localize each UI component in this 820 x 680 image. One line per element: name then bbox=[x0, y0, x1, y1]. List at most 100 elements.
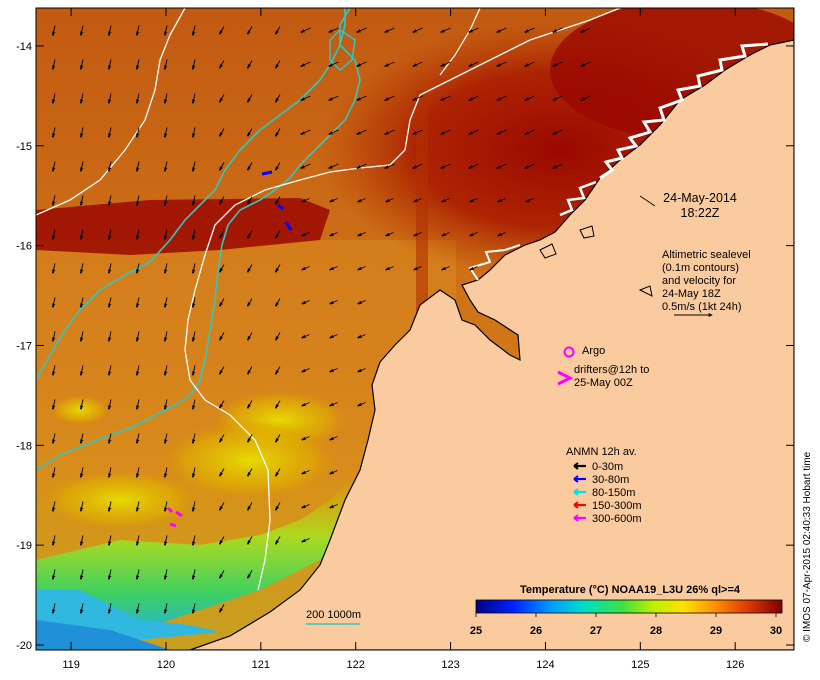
velocity-arrow bbox=[219, 196, 225, 205]
velocity-arrow-head bbox=[108, 373, 110, 376]
anmn-legend-label: 30-80m bbox=[592, 474, 629, 486]
velocity-arrow-head bbox=[80, 577, 82, 580]
colorbar bbox=[475, 599, 783, 614]
velocity-arrow-head bbox=[356, 99, 359, 101]
velocity-arrow-head bbox=[496, 99, 499, 101]
velocity-arrow bbox=[191, 467, 196, 478]
velocity-arrow bbox=[51, 195, 56, 206]
lat-tick-label: -17 bbox=[16, 340, 32, 352]
colorbar-tick-label: 29 bbox=[710, 625, 722, 637]
velocity-arrow bbox=[107, 25, 112, 36]
velocity-arrow-head bbox=[192, 169, 194, 172]
velocity-arrow bbox=[468, 61, 479, 67]
velocity-arrow-head bbox=[301, 370, 304, 373]
velocity-arrow bbox=[79, 161, 84, 172]
velocity-arrow bbox=[79, 25, 84, 36]
velocity-arrow-head bbox=[440, 31, 443, 33]
velocity-arrow bbox=[191, 127, 196, 138]
velocity-arrow-head bbox=[136, 475, 138, 478]
velocity-arrow-head bbox=[219, 32, 221, 35]
velocity-arrow-head bbox=[275, 474, 277, 477]
velocity-arrow-head bbox=[301, 506, 304, 509]
velocity-arrow-head bbox=[441, 200, 444, 203]
velocity-arrow-head bbox=[52, 441, 54, 444]
velocity-arrow-head bbox=[108, 169, 110, 172]
velocity-arrow bbox=[219, 332, 225, 341]
velocity-arrow bbox=[163, 263, 168, 274]
velocity-arrow-head bbox=[524, 99, 527, 101]
velocity-arrow bbox=[79, 195, 84, 206]
velocity-arrow bbox=[357, 266, 366, 270]
colorbar-tick-label: 30 bbox=[770, 625, 782, 637]
velocity-arrow bbox=[79, 229, 84, 240]
velocity-arrow bbox=[357, 402, 366, 406]
velocity-arrow bbox=[79, 433, 84, 444]
velocity-arrow bbox=[301, 470, 310, 474]
velocity-arrow bbox=[247, 298, 253, 307]
velocity-arrow bbox=[247, 400, 253, 409]
lon-tick-label: 121 bbox=[252, 659, 270, 671]
latitude-axis: -14 -15 -16 -17 -18 -19 -20 bbox=[16, 41, 794, 652]
velocity-arrow-head bbox=[384, 133, 387, 135]
velocity-arrow bbox=[135, 467, 140, 478]
velocity-arrow-head bbox=[219, 168, 221, 171]
velocity-arrow-head bbox=[552, 133, 555, 135]
velocity-arrow bbox=[191, 25, 196, 36]
velocity-arrow-head bbox=[52, 271, 54, 274]
velocity-arrow bbox=[219, 162, 225, 171]
lon-tick-label: 124 bbox=[536, 659, 554, 671]
velocity-arrow bbox=[135, 501, 140, 512]
velocity-arrow bbox=[468, 27, 479, 33]
velocity-arrow bbox=[357, 368, 366, 372]
velocity-arrow bbox=[163, 331, 168, 342]
velocity-arrow-head bbox=[469, 234, 472, 237]
velocity-arrow-head bbox=[108, 611, 110, 614]
velocity-arrow bbox=[135, 127, 140, 138]
credit-text: © IMOS 07-Apr-2015 02:40:33 Hobart time bbox=[802, 451, 813, 642]
velocity-arrow bbox=[79, 501, 84, 512]
velocity-arrow-head bbox=[80, 611, 82, 614]
velocity-arrow-head bbox=[136, 577, 138, 580]
velocity-arrow bbox=[385, 266, 394, 270]
anmn-mooring-markers bbox=[166, 170, 293, 528]
velocity-arrow-head bbox=[164, 237, 166, 240]
velocity-arrow-head bbox=[247, 32, 249, 35]
velocity-arrow-head bbox=[301, 438, 304, 441]
velocity-arrow bbox=[247, 26, 253, 35]
drifters-line-2: 25-May 00Z bbox=[574, 377, 633, 389]
velocity-arrow bbox=[300, 129, 311, 135]
velocity-arrow bbox=[329, 470, 338, 474]
velocity-arrow bbox=[79, 331, 84, 342]
velocity-arrow bbox=[441, 232, 450, 236]
velocity-arrow bbox=[496, 61, 507, 67]
velocity-arrow bbox=[301, 300, 310, 304]
velocity-arrow bbox=[384, 129, 395, 135]
velocity-arrow bbox=[219, 536, 225, 545]
velocity-arrow-head bbox=[192, 237, 194, 240]
velocity-arrow bbox=[275, 536, 281, 545]
argo-marker bbox=[563, 346, 575, 358]
velocity-arrow bbox=[219, 298, 225, 307]
velocity-arrow bbox=[275, 26, 281, 35]
velocity-arrow-head bbox=[136, 305, 138, 308]
velocity-arrow bbox=[275, 298, 281, 307]
velocity-arrow bbox=[356, 129, 367, 135]
velocity-arrow bbox=[219, 60, 225, 69]
velocity-arrow bbox=[79, 365, 84, 376]
velocity-arrow bbox=[135, 603, 140, 614]
velocity-arrow-head bbox=[80, 67, 82, 70]
velocity-arrow-head bbox=[384, 99, 387, 101]
velocity-arrow-head bbox=[164, 33, 166, 36]
velocity-arrow bbox=[385, 232, 394, 236]
velocity-arrow bbox=[135, 365, 140, 376]
velocity-arrow bbox=[469, 266, 478, 270]
velocity-arrow-head bbox=[247, 304, 249, 307]
velocity-arrow bbox=[163, 297, 168, 308]
velocity-arrow bbox=[107, 263, 112, 274]
velocity-arrow-head bbox=[329, 438, 332, 441]
velocity-arrow-head bbox=[440, 133, 443, 135]
velocity-arrow-head bbox=[219, 474, 221, 477]
velocity-arrow bbox=[107, 467, 112, 478]
velocity-arrow bbox=[163, 399, 168, 410]
velocity-arrow-head bbox=[384, 65, 387, 67]
